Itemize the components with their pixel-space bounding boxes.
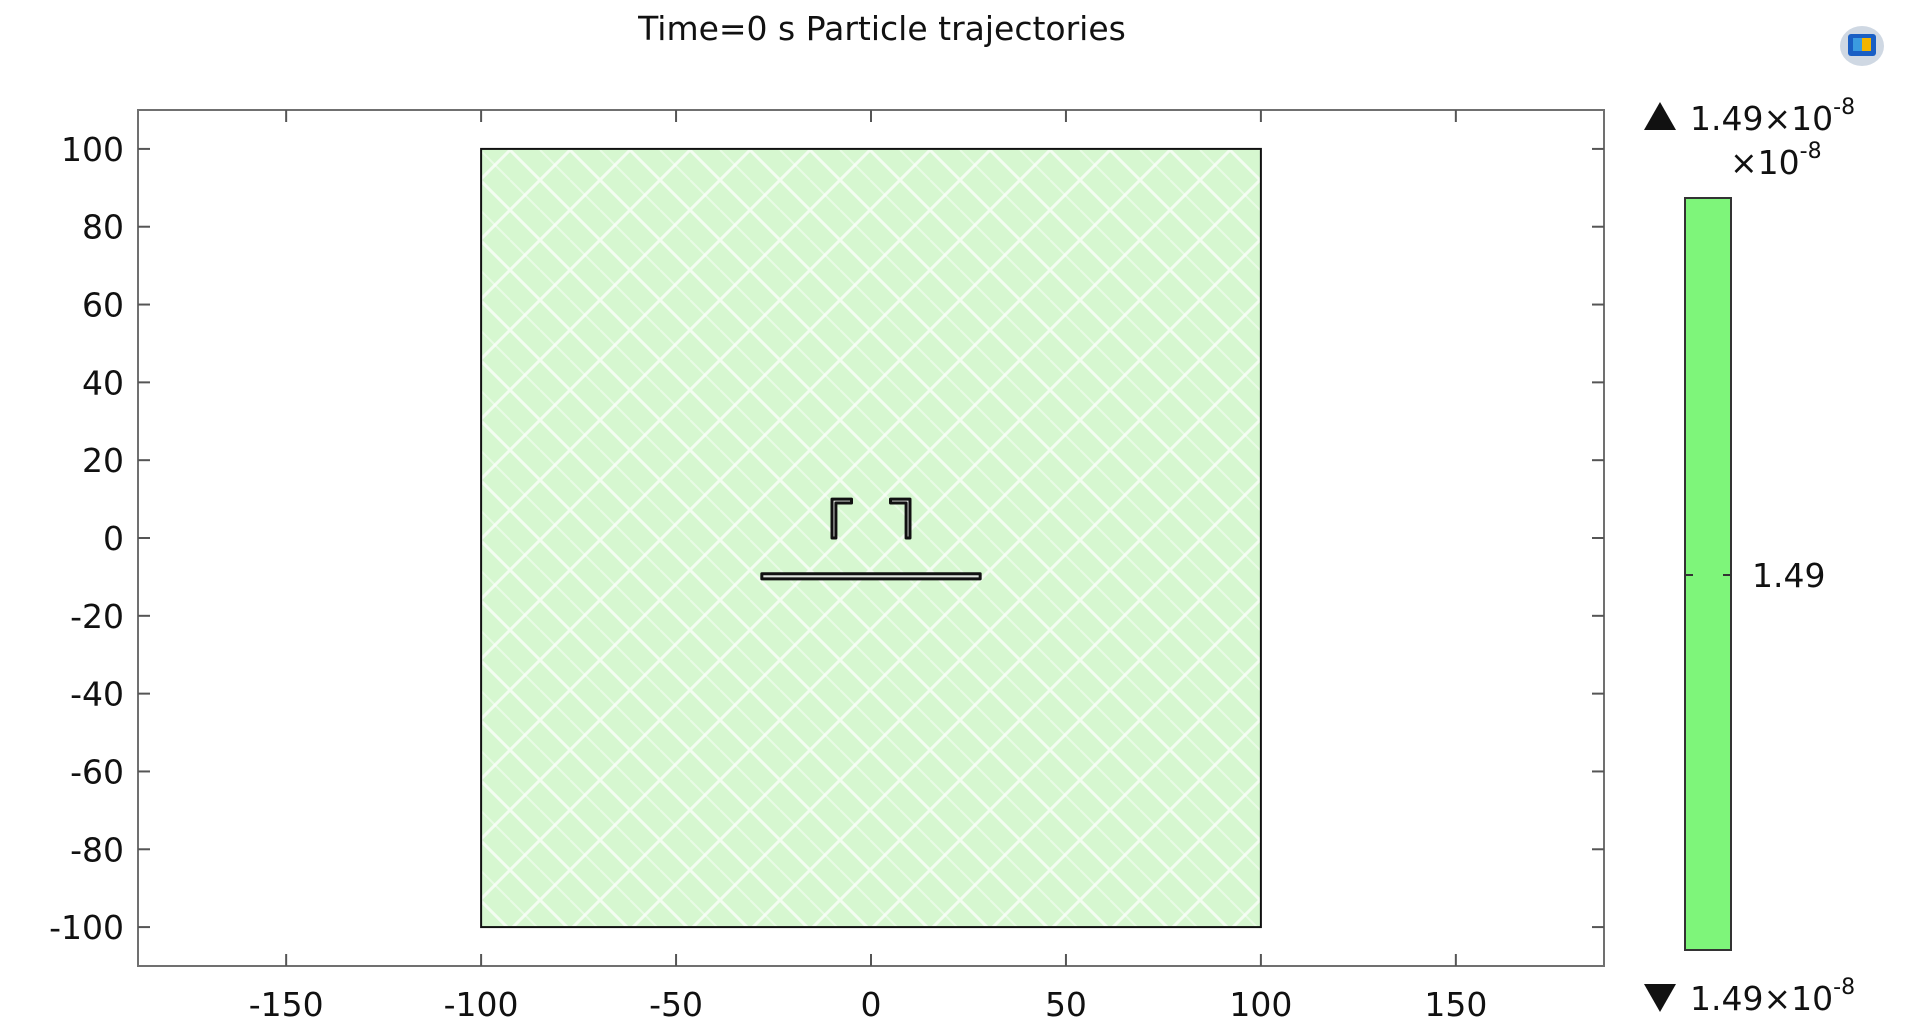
y-tick-label: 60 bbox=[82, 286, 124, 325]
colorbar-multiplier: ×10-8 bbox=[1730, 139, 1822, 182]
x-tick-label: 100 bbox=[1229, 985, 1292, 1024]
y-tick-label: -20 bbox=[70, 597, 124, 636]
min-arrow-icon bbox=[1644, 984, 1676, 1012]
y-tick-label: -80 bbox=[70, 830, 124, 869]
y-tick-label: -100 bbox=[49, 908, 124, 947]
x-tick-label: 0 bbox=[861, 985, 882, 1024]
simulation-domain bbox=[480, 147, 1262, 929]
y-tick-label: 40 bbox=[82, 363, 124, 402]
x-tick-label: 50 bbox=[1045, 985, 1087, 1024]
bracket-right bbox=[888, 497, 912, 540]
max-arrow-icon bbox=[1644, 102, 1676, 130]
y-tick-label: -60 bbox=[70, 752, 124, 791]
colorbar-min-label: 1.49×10-8 bbox=[1690, 975, 1855, 1018]
chart-title: Time=0 s Particle trajectories bbox=[637, 9, 1126, 48]
colorbar: 1.49×10-8 ×10-8 1.49 1.49×10-8 bbox=[1644, 95, 1855, 1018]
x-tick-label: -50 bbox=[649, 985, 703, 1024]
plate bbox=[760, 572, 982, 581]
bracket-left bbox=[830, 497, 854, 540]
y-tick-label: -40 bbox=[70, 675, 124, 714]
colorbar-max-label: 1.49×10-8 bbox=[1690, 95, 1855, 138]
geometry-objects bbox=[760, 497, 982, 581]
y-tick-label: 100 bbox=[61, 130, 124, 169]
y-tick-label: 80 bbox=[82, 208, 124, 247]
x-tick-label: 150 bbox=[1424, 985, 1487, 1024]
x-tick-label: -150 bbox=[249, 985, 324, 1024]
axis-ticks: -150 -100 -50 0 50 100 150 100 80 60 40 20 0 -20 -40 -6… bbox=[49, 110, 1604, 1024]
y-tick-label: 20 bbox=[82, 441, 124, 480]
colorbar-mid-label: 1.49 bbox=[1752, 556, 1825, 595]
comsol-logo-icon bbox=[1840, 26, 1884, 66]
y-tick-label: 0 bbox=[103, 519, 124, 558]
x-tick-label: -100 bbox=[444, 985, 519, 1024]
